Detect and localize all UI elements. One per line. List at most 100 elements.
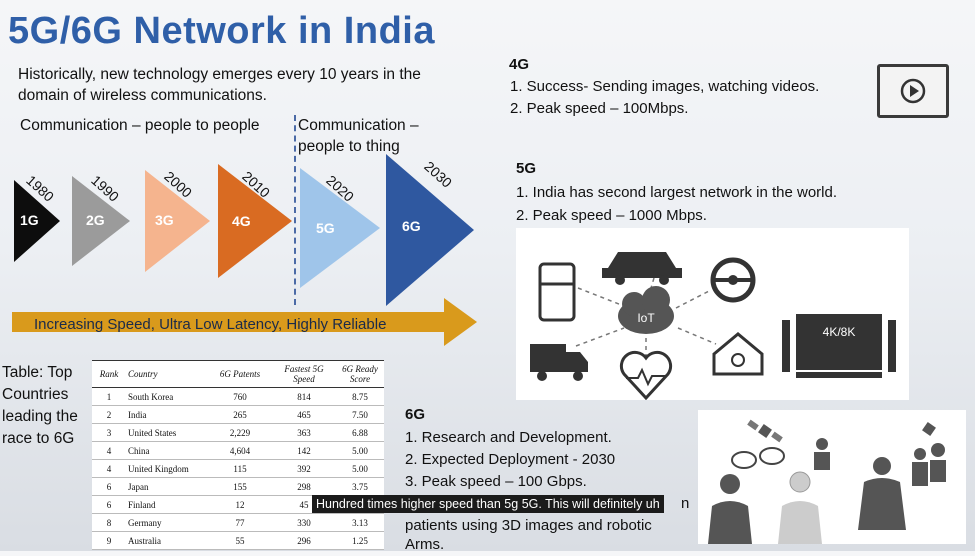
table-cell: 2	[92, 405, 126, 424]
gen-4g-label: 4G	[232, 213, 251, 229]
table-cell: 142	[272, 441, 336, 460]
home-power-icon	[712, 332, 764, 376]
table-cell: 8.75	[336, 387, 384, 406]
section-6g-item-3: 3. Peak speed – 100 Gbps.	[405, 473, 587, 490]
table-cell: 814	[272, 387, 336, 406]
table-cell: 3.13	[336, 513, 384, 532]
table-cell: 7.50	[336, 405, 384, 424]
section-6g-item-6: Arms.	[405, 536, 445, 553]
video-player-icon[interactable]	[877, 64, 949, 118]
section-4g-heading: 4G	[509, 56, 530, 73]
table-cell: 6	[92, 477, 126, 496]
table-cell: 77	[208, 513, 272, 532]
table-cell: 8	[92, 513, 126, 532]
gen-1g-triangle	[14, 180, 60, 262]
table-cell: 296	[272, 531, 336, 550]
col-rank: Rank	[92, 360, 126, 388]
tv-icon: 4K/8K	[782, 314, 896, 378]
col-patents: 6G Patents	[208, 360, 272, 388]
play-icon	[900, 78, 926, 104]
table-cell: 465	[272, 405, 336, 424]
section-5g-item-1: 1. India has second largest network in t…	[516, 184, 838, 201]
iot-diagram: IoT 4K/8K	[516, 228, 909, 401]
comm-people-label: Communication – people to people	[20, 117, 260, 134]
table-cell: 265	[208, 405, 272, 424]
table-cell: 1.25	[336, 531, 384, 550]
generation-timeline	[14, 154, 474, 306]
table-row: 9 Australia 55 296 1.25	[92, 531, 384, 550]
satellite-icon	[747, 419, 783, 443]
truck-icon	[530, 344, 588, 381]
table-cell: South Korea	[126, 387, 208, 406]
table-cell: 4,604	[208, 441, 272, 460]
table-cell: China	[126, 441, 208, 460]
patents-table: Rank Country 6G Patents Fastest 5G Speed…	[92, 360, 384, 550]
gen-3g-label: 3G	[155, 212, 174, 228]
table-cell: 5.00	[336, 459, 384, 478]
table-cell: 4	[92, 459, 126, 478]
page-title: 5G/6G Network in India	[8, 10, 435, 52]
telepresence-illustration	[698, 410, 966, 544]
table-row: 2 India 265 465 7.50	[92, 405, 384, 424]
gen-3g-triangle	[145, 170, 210, 272]
person-icon	[708, 474, 752, 544]
person-icon	[814, 438, 830, 470]
table-cell: 3	[92, 423, 126, 442]
table-cell: 3.75	[336, 477, 384, 496]
tv-label: 4K/8K	[823, 325, 856, 339]
section-6g-item-1: 1. Research and Development.	[405, 429, 612, 446]
section-5g-item-2: 2. Peak speed – 1000 Mbps.	[516, 207, 707, 224]
robot-icon	[778, 471, 822, 544]
gen-5g-label: 5G	[316, 220, 335, 236]
table-cell: 5.00	[336, 441, 384, 460]
robot-icon	[858, 443, 946, 530]
gen-1g-label: 1G	[20, 212, 39, 228]
table-cell: 363	[272, 423, 336, 442]
satellite-icon	[922, 422, 936, 436]
gen-6g-label: 6G	[402, 218, 421, 234]
table-caption: Table: Top Countries leading the race to…	[2, 364, 78, 447]
gen-6g-triangle	[386, 154, 474, 306]
col-fastest: Fastest 5G Speed	[272, 360, 336, 388]
table-cell: 330	[272, 513, 336, 532]
table-cell: 6.88	[336, 423, 384, 442]
table-cell: 115	[208, 459, 272, 478]
table-cell: Australia	[126, 531, 208, 550]
table-cell: Japan	[126, 477, 208, 496]
section-6g-item-4-tail: n	[681, 495, 690, 512]
table-cell: 4	[92, 441, 126, 460]
iot-label: IoT	[637, 311, 655, 325]
col-score: 6G Ready Score	[336, 360, 384, 388]
cloud-icon: IoT	[618, 286, 674, 334]
table-cell: 392	[272, 459, 336, 478]
table-cell: 760	[208, 387, 272, 406]
table-cell: 155	[208, 477, 272, 496]
comm-thing-label: Communication – people to thing	[298, 117, 419, 155]
table-header-row: Rank Country 6G Patents Fastest 5G Speed…	[92, 360, 384, 388]
table-cell: Germany	[126, 513, 208, 532]
section-4g-item-2: 2. Peak speed – 100Mbps.	[510, 100, 689, 117]
gen-5g-triangle	[300, 168, 380, 288]
table-cell: 1	[92, 387, 126, 406]
progress-arrow	[12, 298, 477, 346]
progress-arrow-text: Increasing Speed, Ultra Low Latency, Hig…	[34, 316, 387, 333]
table-cell: 55	[208, 531, 272, 550]
table-cell: United States	[126, 423, 208, 442]
section-6g-heading: 6G	[405, 406, 426, 423]
table-row: 1 South Korea 760 814 8.75	[92, 387, 384, 406]
gen-2g-triangle	[72, 176, 130, 266]
table-cell: 2,229	[208, 423, 272, 442]
table-cell: 12	[208, 495, 272, 514]
steering-wheel-icon	[710, 257, 756, 303]
table-cell: 298	[272, 477, 336, 496]
video-caption: Hundred times higher speed than 5g 5G. T…	[312, 495, 664, 513]
car-icon	[602, 252, 682, 285]
section-6g-item-2: 2. Expected Deployment - 2030	[405, 451, 616, 468]
intro-text: Historically, new technology emerges eve…	[18, 66, 421, 104]
fridge-icon	[538, 262, 576, 322]
heart-icon	[619, 350, 673, 401]
section-6g-item-5: patients using 3D images and robotic	[405, 517, 652, 534]
table-cell: United Kingdom	[126, 459, 208, 478]
table-row: 4 China 4,604 142 5.00	[92, 441, 384, 460]
table-cell: Finland	[126, 495, 208, 514]
